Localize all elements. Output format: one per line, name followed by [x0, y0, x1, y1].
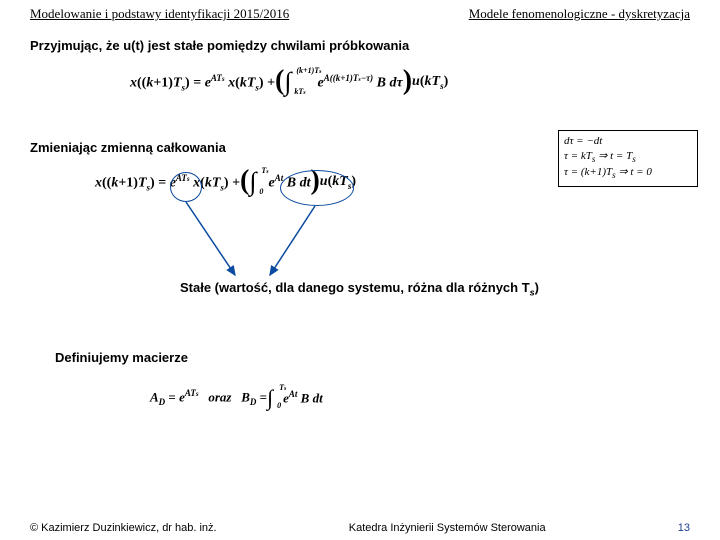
- define-matrices-text: Definiujemy macierze: [55, 350, 188, 365]
- footer-dept: Katedra Inżynierii Systemów Sterowania: [349, 522, 546, 534]
- substitution-text: Zmieniając zmienną całkowania: [30, 140, 226, 155]
- highlight-ellipse-1: [170, 172, 202, 202]
- header-left: Modelowanie i podstawy identyfikacji 201…: [30, 6, 289, 22]
- subst-row2: τ = kTs ⇒ t = Ts: [564, 149, 692, 165]
- constants-caption: Stałe (wartość, dla danego systemu, różn…: [180, 280, 539, 298]
- footer-author: © Kazimierz Duzinkiewicz, dr hab. inż.: [30, 522, 217, 534]
- assumption-text: Przyjmując, że u(t) jest stałe pomiędzy …: [30, 38, 409, 53]
- highlight-ellipse-2: [280, 170, 354, 206]
- slide-header: Modelowanie i podstawy identyfikacji 201…: [0, 0, 720, 24]
- page-number: 13: [678, 522, 690, 534]
- substitution-box: dτ = −dt τ = kTs ⇒ t = Ts τ = (k+1)Ts ⇒ …: [558, 130, 698, 187]
- equation-1: x((k+1)Ts) = eATs x(kTs) + ( ∫ (k+1)Ts k…: [130, 72, 448, 93]
- equation-3: AD = eATs oraz BD = ∫ Ts 0 eAt B dt: [150, 388, 323, 407]
- subst-row3: τ = (k+1)Ts ⇒ t = 0: [564, 165, 692, 181]
- slide-footer: © Kazimierz Duzinkiewicz, dr hab. inż. K…: [0, 522, 720, 534]
- subst-row1: dτ = −dt: [564, 134, 692, 149]
- header-right: Modele fenomenologiczne - dyskretyzacja: [469, 6, 690, 22]
